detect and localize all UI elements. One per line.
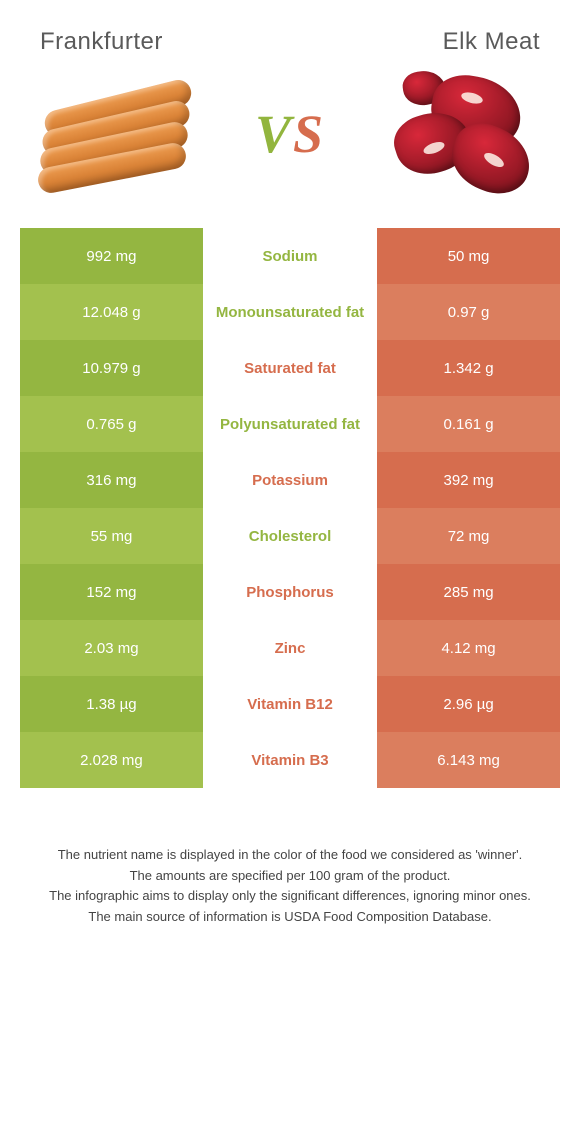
frankfurter-illustration — [37, 79, 197, 189]
nutrient-name-cell: Zinc — [203, 620, 377, 676]
nutrient-name-cell: Phosphorus — [203, 564, 377, 620]
table-row: 55 mgCholesterol72 mg — [20, 508, 560, 564]
left-value-cell: 316 mg — [20, 452, 203, 508]
left-value-cell: 2.03 mg — [20, 620, 203, 676]
right-value-cell: 1.342 g — [377, 340, 560, 396]
vs-letter-v: V — [255, 104, 293, 164]
right-value-cell: 0.161 g — [377, 396, 560, 452]
elk-meat-illustration — [383, 69, 543, 199]
left-value-cell: 152 mg — [20, 564, 203, 620]
vs-letter-s: S — [293, 104, 325, 164]
footer-line: The amounts are specified per 100 gram o… — [24, 866, 556, 886]
left-value-cell: 55 mg — [20, 508, 203, 564]
right-value-cell: 392 mg — [377, 452, 560, 508]
left-food-image — [32, 64, 202, 204]
nutrient-comparison-table: 992 mgSodium50 mg12.048 gMonounsaturated… — [20, 228, 560, 788]
nutrient-name-cell: Potassium — [203, 452, 377, 508]
table-row: 2.03 mgZinc4.12 mg — [20, 620, 560, 676]
footer-notes: The nutrient name is displayed in the co… — [0, 788, 580, 987]
table-row: 12.048 gMonounsaturated fat0.97 g — [20, 284, 560, 340]
right-food-title: Elk meat — [443, 28, 540, 56]
left-value-cell: 0.765 g — [20, 396, 203, 452]
right-food-image — [378, 64, 548, 204]
left-value-cell: 12.048 g — [20, 284, 203, 340]
table-row: 2.028 mgVitamin B36.143 mg — [20, 732, 560, 788]
nutrient-name-cell: Saturated fat — [203, 340, 377, 396]
header: Frankfurter Elk meat — [0, 0, 580, 64]
nutrient-name-cell: Polyunsaturated fat — [203, 396, 377, 452]
nutrient-name-cell: Vitamin B12 — [203, 676, 377, 732]
right-value-cell: 72 mg — [377, 508, 560, 564]
right-value-cell: 285 mg — [377, 564, 560, 620]
left-value-cell: 1.38 µg — [20, 676, 203, 732]
left-food-title: Frankfurter — [40, 28, 163, 56]
table-row: 992 mgSodium50 mg — [20, 228, 560, 284]
right-value-cell: 0.97 g — [377, 284, 560, 340]
footer-line: The main source of information is USDA F… — [24, 907, 556, 927]
vs-badge: VS — [255, 103, 325, 165]
table-row: 10.979 gSaturated fat1.342 g — [20, 340, 560, 396]
table-row: 1.38 µgVitamin B122.96 µg — [20, 676, 560, 732]
nutrient-name-cell: Sodium — [203, 228, 377, 284]
table-row: 316 mgPotassium392 mg — [20, 452, 560, 508]
nutrient-name-cell: Vitamin B3 — [203, 732, 377, 788]
table-row: 152 mgPhosphorus285 mg — [20, 564, 560, 620]
nutrient-name-cell: Cholesterol — [203, 508, 377, 564]
nutrient-name-cell: Monounsaturated fat — [203, 284, 377, 340]
table-row: 0.765 gPolyunsaturated fat0.161 g — [20, 396, 560, 452]
images-row: VS — [0, 64, 580, 228]
right-value-cell: 6.143 mg — [377, 732, 560, 788]
right-value-cell: 50 mg — [377, 228, 560, 284]
left-value-cell: 2.028 mg — [20, 732, 203, 788]
footer-line: The nutrient name is displayed in the co… — [24, 845, 556, 865]
footer-line: The infographic aims to display only the… — [24, 886, 556, 906]
right-value-cell: 2.96 µg — [377, 676, 560, 732]
left-value-cell: 992 mg — [20, 228, 203, 284]
left-value-cell: 10.979 g — [20, 340, 203, 396]
right-value-cell: 4.12 mg — [377, 620, 560, 676]
